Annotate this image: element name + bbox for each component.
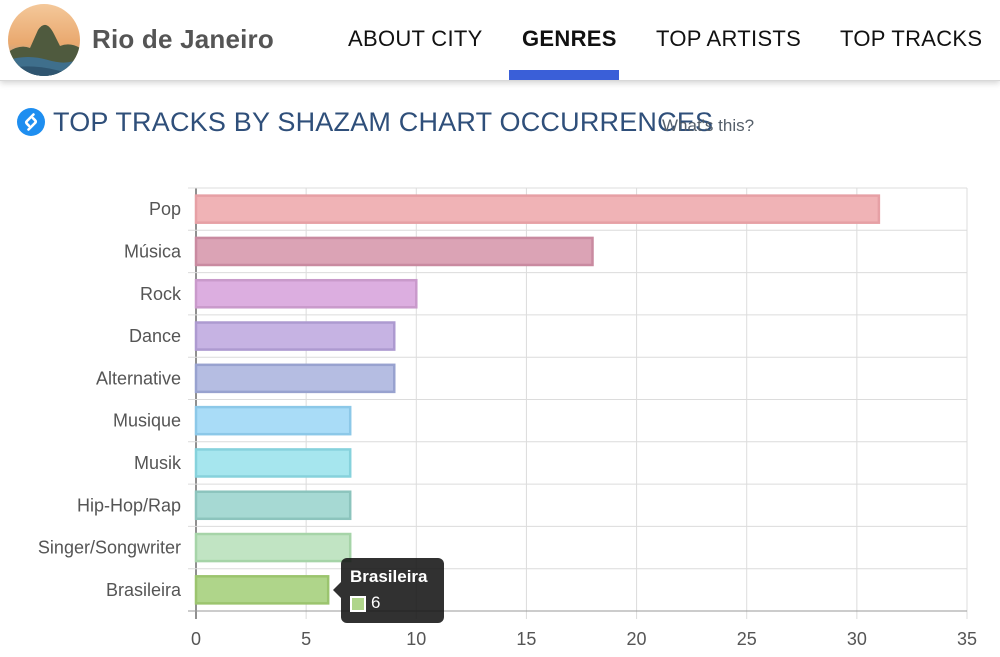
category-label: Musik — [134, 453, 182, 473]
bar-dance — [194, 321, 396, 351]
category-label: Música — [124, 241, 182, 261]
section-title: TOP TRACKS BY SHAZAM CHART OCCURRENCES — [53, 107, 714, 137]
category-label: Brasileira — [106, 580, 182, 600]
x-tick-label: 15 — [516, 629, 536, 649]
x-tick-label: 20 — [627, 629, 647, 649]
app-header: Rio de Janeiro ABOUT CITY GENRES TOP ART… — [0, 0, 1000, 81]
bar-rock — [194, 278, 418, 309]
bar-hip-hop-rap — [194, 490, 352, 521]
tooltip-title: Brasileira — [350, 567, 428, 586]
bar-musique — [194, 405, 352, 436]
bar-m-sica — [194, 236, 594, 267]
tab-genres[interactable]: GENRES — [522, 26, 617, 51]
category-label: Singer/Songwriter — [38, 538, 181, 558]
bar-alternative — [194, 363, 396, 394]
chart-tooltip: Brasileira 6 — [333, 558, 444, 623]
x-tick-label: 30 — [847, 629, 867, 649]
shazam-icon — [17, 108, 45, 136]
category-label: Musique — [113, 411, 181, 431]
active-tab-indicator — [509, 70, 619, 80]
tab-top-tracks[interactable]: TOP TRACKS — [840, 26, 983, 51]
x-tick-label: 35 — [957, 629, 977, 649]
category-label: Dance — [129, 326, 181, 346]
bar-musik — [194, 448, 352, 478]
bar-brasileira — [194, 575, 330, 605]
x-tick-label: 10 — [406, 629, 426, 649]
category-label: Pop — [149, 199, 181, 219]
x-tick-label: 0 — [191, 629, 201, 649]
city-name: Rio de Janeiro — [92, 24, 274, 54]
x-tick-label: 25 — [737, 629, 757, 649]
tab-about-city[interactable]: ABOUT CITY — [348, 26, 483, 51]
tooltip-value: 6 — [371, 593, 381, 612]
bar-pop — [194, 194, 881, 224]
category-label: Alternative — [96, 368, 181, 388]
category-label: Hip-Hop/Rap — [77, 495, 181, 515]
bar-singer-songwriter — [194, 532, 352, 563]
tab-top-artists[interactable]: TOP ARTISTS — [656, 26, 802, 51]
category-label: Rock — [140, 284, 182, 304]
tooltip-swatch — [350, 596, 366, 612]
x-tick-label: 5 — [301, 629, 311, 649]
whats-this-link[interactable]: What's this? — [662, 116, 755, 135]
tooltip-arrow — [333, 582, 341, 598]
